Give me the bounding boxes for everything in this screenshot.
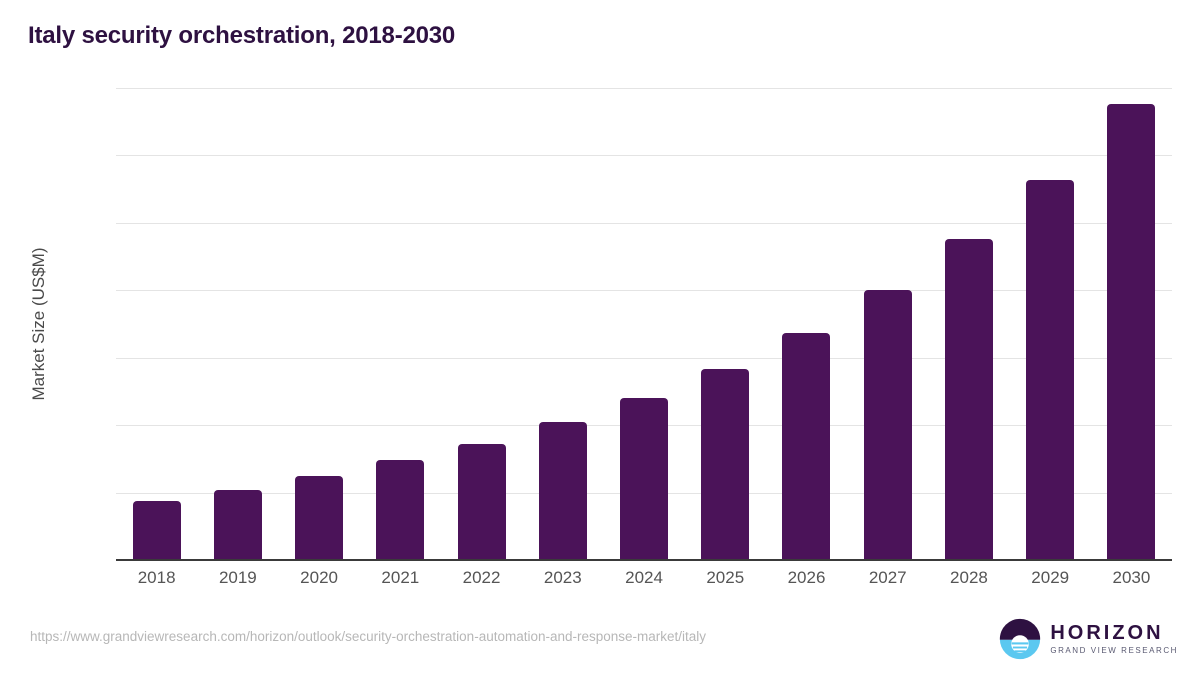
x-tick-label: 2027 bbox=[868, 568, 907, 587]
x-tick-label: 2018 bbox=[137, 568, 176, 587]
source-url[interactable]: https://www.grandviewresearch.com/horizo… bbox=[30, 629, 707, 644]
x-tick-label: 2022 bbox=[462, 568, 501, 587]
page-title: Italy security orchestration, 2018-2030 bbox=[28, 22, 456, 49]
bar-slot bbox=[522, 88, 603, 560]
bar-series bbox=[116, 88, 1172, 560]
logo-tagline: GRAND VIEW RESEARCH bbox=[1050, 646, 1178, 655]
bar-slot bbox=[1091, 88, 1172, 560]
plot-area: 0255075100125150175 bbox=[116, 88, 1172, 561]
bar-2024[interactable] bbox=[620, 398, 669, 560]
bar-slot bbox=[278, 88, 359, 560]
bar-2021[interactable] bbox=[376, 460, 425, 560]
x-tick-label: 2028 bbox=[950, 568, 988, 587]
bar-2025[interactable] bbox=[701, 368, 750, 560]
bar-2023[interactable] bbox=[538, 422, 587, 560]
x-axis-labels: 2018 2019 2020 2021 2022 2023 2024 2025 2026 2027… bbox=[116, 568, 1172, 588]
bar-2029[interactable] bbox=[1026, 179, 1075, 560]
x-tick-label: 2025 bbox=[706, 568, 745, 587]
x-tick-label: 2019 bbox=[218, 568, 257, 587]
bar-2022[interactable] bbox=[457, 444, 506, 560]
bar-2018[interactable] bbox=[132, 500, 181, 560]
x-tick-label: 2020 bbox=[300, 568, 338, 587]
logo-title: HORIZON bbox=[1050, 622, 1164, 644]
logo-text: HORIZON GRAND VIEW RESEARCH bbox=[1050, 623, 1178, 655]
x-tick-label: 2026 bbox=[787, 568, 826, 587]
x-tick-label: 2024 bbox=[625, 568, 663, 587]
bar-slot bbox=[766, 88, 847, 560]
x-tick-label: 2030 bbox=[1112, 568, 1151, 587]
bar-slot bbox=[116, 88, 197, 560]
bar-slot bbox=[685, 88, 766, 560]
x-tick-label: 2021 bbox=[381, 568, 420, 587]
bar-2020[interactable] bbox=[295, 476, 344, 560]
y-axis-title: Market Size (US$M) bbox=[29, 247, 48, 401]
bar-slot bbox=[441, 88, 522, 560]
bar-2027[interactable] bbox=[863, 290, 912, 560]
bar-slot bbox=[197, 88, 278, 560]
bar-slot bbox=[603, 88, 684, 560]
x-axis-line bbox=[116, 559, 1172, 561]
horizon-logo[interactable]: HORIZON GRAND VIEW RESEARCH bbox=[999, 618, 1178, 660]
bar-slot bbox=[928, 88, 1009, 560]
bar-slot bbox=[360, 88, 441, 560]
horizon-sun-circle-icon bbox=[1000, 618, 1041, 660]
bar-2019[interactable] bbox=[213, 489, 262, 560]
bar-2028[interactable] bbox=[944, 239, 993, 560]
bar-slot bbox=[847, 88, 928, 560]
bar-2026[interactable] bbox=[782, 333, 831, 560]
x-tick-label: 2023 bbox=[543, 568, 582, 587]
bar-2030[interactable] bbox=[1107, 104, 1156, 560]
x-tick-label: 2029 bbox=[1031, 568, 1070, 587]
bar-slot bbox=[1010, 88, 1091, 560]
